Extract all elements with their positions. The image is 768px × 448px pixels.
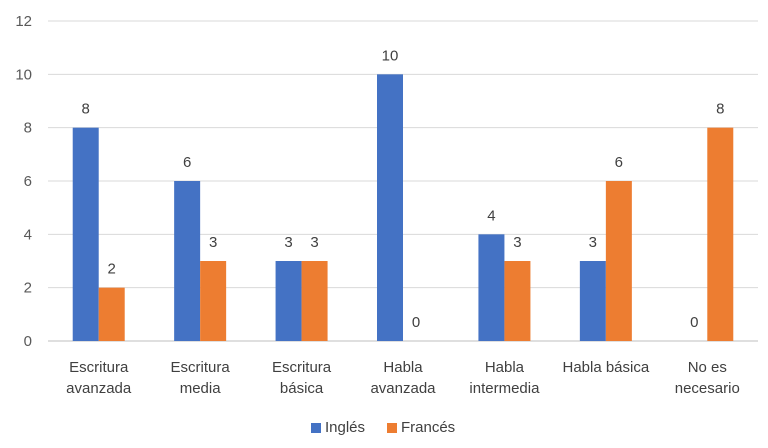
legend-swatch bbox=[387, 423, 397, 433]
y-tick-label: 12 bbox=[15, 13, 32, 30]
x-category-label: Habla avanzada bbox=[370, 359, 436, 397]
bar-ingles bbox=[377, 74, 403, 341]
x-category-label: Escritura avanzada bbox=[66, 359, 132, 397]
bar-frances bbox=[200, 261, 227, 341]
data-label: 3 bbox=[209, 234, 217, 251]
y-tick-label: 6 bbox=[24, 173, 32, 190]
data-label: 3 bbox=[310, 234, 318, 251]
x-category-label: No es necesario bbox=[675, 359, 740, 397]
bar-frances bbox=[98, 287, 125, 341]
x-category-label: Habla intermedia bbox=[469, 359, 540, 397]
bar-frances bbox=[605, 181, 632, 341]
data-label: 10 bbox=[382, 47, 399, 64]
bar-frances bbox=[301, 261, 328, 341]
x-category-label: Escritura media bbox=[171, 359, 231, 397]
x-axis-labels: Escritura avanzada Escritura media Escritura… bbox=[66, 359, 740, 397]
bars bbox=[72, 74, 734, 342]
bar-ingles bbox=[72, 127, 99, 342]
data-label: 8 bbox=[82, 101, 90, 118]
legend-swatch bbox=[311, 423, 321, 433]
data-label: 6 bbox=[615, 154, 623, 171]
data-label: 3 bbox=[284, 234, 292, 251]
bar-ingles bbox=[579, 261, 606, 341]
y-tick-label: 2 bbox=[24, 280, 32, 297]
data-label: 6 bbox=[183, 154, 191, 171]
legend: Inglés Francés bbox=[311, 419, 455, 436]
bar-ingles bbox=[478, 234, 505, 341]
data-label: 0 bbox=[412, 314, 420, 331]
y-axis-ticks: 0 2 4 6 8 10 12 bbox=[15, 13, 32, 350]
y-tick-label: 4 bbox=[24, 226, 32, 243]
data-label: 0 bbox=[690, 314, 698, 331]
bar-ingles bbox=[275, 261, 302, 341]
bar-ingles bbox=[174, 181, 201, 341]
data-label: 4 bbox=[487, 207, 495, 224]
x-category-label: Habla básica bbox=[562, 359, 649, 376]
x-category-label: Escritura básica bbox=[272, 359, 332, 397]
data-label: 3 bbox=[589, 234, 597, 251]
data-labels: 8 2 6 3 3 3 10 0 4 3 3 6 0 8 bbox=[82, 47, 725, 331]
bar-frances bbox=[707, 127, 734, 342]
y-tick-label: 0 bbox=[24, 333, 32, 350]
legend-label: Inglés bbox=[325, 419, 365, 436]
legend-label: Francés bbox=[401, 419, 455, 436]
bar-frances bbox=[504, 261, 531, 341]
data-label: 8 bbox=[716, 101, 724, 118]
data-label: 3 bbox=[513, 234, 521, 251]
y-tick-label: 10 bbox=[15, 66, 32, 83]
y-tick-label: 8 bbox=[24, 120, 32, 137]
data-label: 2 bbox=[108, 261, 116, 278]
